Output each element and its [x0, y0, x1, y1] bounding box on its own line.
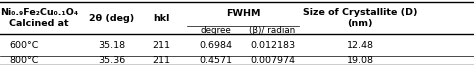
Text: FWHM: FWHM [226, 9, 260, 18]
Text: Ni₀.₉Fe₂Cu₀.₁O₄
Calcined at: Ni₀.₉Fe₂Cu₀.₁O₄ Calcined at [0, 8, 78, 28]
Text: 35.36: 35.36 [98, 56, 125, 65]
Text: 35.18: 35.18 [98, 41, 125, 50]
Text: degree: degree [201, 26, 231, 35]
Text: 2θ (deg): 2θ (deg) [89, 14, 134, 23]
Text: 0.007974: 0.007974 [250, 56, 295, 65]
Text: 0.6984: 0.6984 [199, 41, 232, 50]
Text: 211: 211 [152, 41, 170, 50]
Text: hkl: hkl [153, 14, 169, 23]
Text: Size of Crystallite (D)
(nm): Size of Crystallite (D) (nm) [303, 8, 418, 28]
Text: 600°C: 600°C [9, 41, 39, 50]
Text: 0.4571: 0.4571 [199, 56, 232, 65]
Text: (β)/ radian: (β)/ radian [249, 26, 296, 35]
Text: 19.08: 19.08 [347, 56, 374, 65]
Text: 12.48: 12.48 [347, 41, 374, 50]
Text: 0.012183: 0.012183 [250, 41, 295, 50]
Text: 800°C: 800°C [9, 56, 39, 65]
Text: 211: 211 [152, 56, 170, 65]
